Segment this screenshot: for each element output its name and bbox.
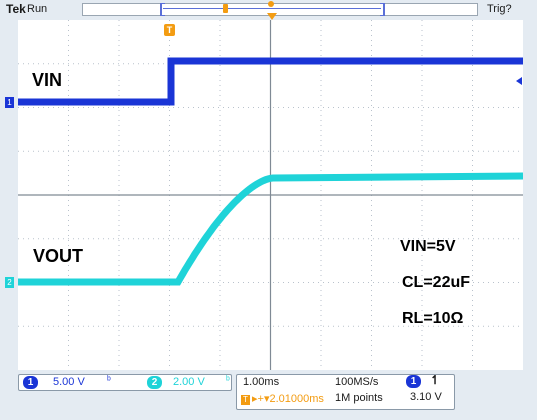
channel-readout[interactable]: 1 5.00 V ᵇ 2 2.00 V ᵇ bbox=[18, 374, 232, 391]
sample-rate: 100MS/s bbox=[335, 376, 379, 388]
vin-label: VIN bbox=[32, 70, 63, 90]
view-bracket-right bbox=[380, 3, 385, 16]
ch2-scale: 2.00 V bbox=[173, 376, 205, 388]
trigger-readout[interactable]: 1 ↿ 3.10 V bbox=[394, 373, 454, 408]
view-bracket-left bbox=[160, 3, 165, 16]
time-per-division: 1.00ms bbox=[243, 376, 280, 388]
top-status-bar: Tek Run Trig? bbox=[0, 0, 537, 20]
trigger-position-value: ▸+▾2.01000ms bbox=[252, 393, 324, 405]
condition-cl: CL=22uF bbox=[402, 274, 471, 291]
ch1-bandwidth-icon: ᵇ bbox=[107, 375, 111, 386]
trigger-level-arrow-icon[interactable] bbox=[516, 77, 522, 85]
trigger-badge: T bbox=[241, 395, 250, 405]
ch1-scale: 5.00 V bbox=[53, 376, 85, 388]
waveform-graticule[interactable] bbox=[18, 20, 523, 370]
horizontal-readout[interactable]: 1.00ms 100MS/s T ▸+▾2.01000ms 1M points bbox=[236, 374, 455, 410]
trigger-point-dot bbox=[268, 1, 274, 7]
condition-rl: RL=10Ω bbox=[402, 310, 464, 327]
brand-logo: Tek bbox=[6, 2, 26, 16]
ch1-waveform bbox=[18, 57, 523, 106]
trigger-level: 3.10 V bbox=[410, 391, 442, 403]
ch2-badge[interactable]: 2 bbox=[147, 376, 162, 389]
ch2-ground-marker[interactable]: 2 bbox=[5, 277, 14, 288]
ch2-bandwidth-icon: ᵇ bbox=[226, 375, 230, 386]
record-trigger-marker bbox=[223, 4, 228, 13]
trigger-position-readout: T ▸+▾2.01000ms bbox=[241, 392, 324, 405]
trigger-position-arrow-icon bbox=[267, 13, 277, 20]
ch2-waveform bbox=[18, 172, 523, 286]
grid-lines bbox=[18, 20, 523, 370]
trigger-source-badge: 1 bbox=[406, 375, 421, 388]
trigger-state: Trig? bbox=[487, 3, 512, 15]
vout-label: VOUT bbox=[33, 246, 84, 266]
record-length: 1M points bbox=[335, 392, 383, 404]
waveform-canvas bbox=[18, 20, 523, 370]
trigger-time-marker[interactable]: T bbox=[164, 24, 175, 36]
trigger-slope-icon: ↿ bbox=[430, 373, 441, 387]
acquisition-state: Run bbox=[27, 3, 48, 15]
view-window-line bbox=[163, 8, 381, 9]
ch1-ground-marker[interactable]: 1 bbox=[5, 97, 14, 108]
condition-vin: VIN=5V bbox=[400, 238, 456, 255]
ch1-badge[interactable]: 1 bbox=[23, 376, 38, 389]
record-view-bar[interactable] bbox=[82, 3, 478, 16]
